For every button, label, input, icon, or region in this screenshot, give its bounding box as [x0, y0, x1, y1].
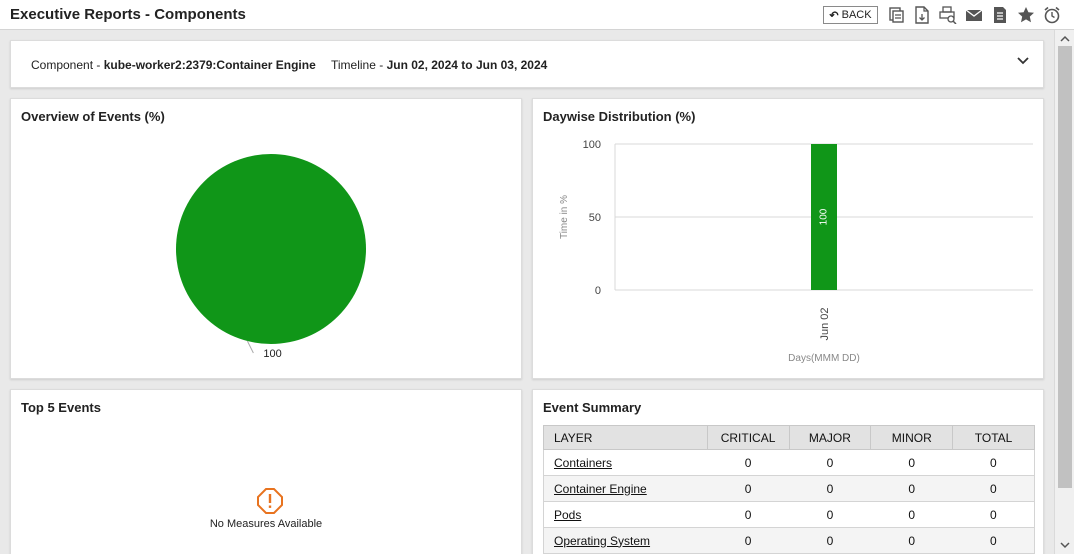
table-row: Operating System 0 0 0 0 [543, 527, 1035, 554]
critical-cell: 0 [707, 449, 789, 476]
minor-cell: 0 [870, 501, 953, 528]
table-header-row: LAYER CRITICAL MAJOR MINOR TOTAL [543, 425, 1035, 450]
x-tick-label: Jun 02 [819, 307, 831, 340]
daywise-bar-chart: 0 50 100 Time in % 100 Jun 02 Days(MMM DD) [559, 139, 1033, 364]
component-label: Component - [31, 58, 104, 72]
daywise-distribution-card: Daywise Distribution (%) 0 50 100 Time in %… [532, 98, 1044, 379]
layer-cell: Container Engine [543, 475, 708, 502]
event-summary-card: Event Summary LAYER CRITICAL MAJOR MINOR… [532, 389, 1044, 554]
major-cell: 0 [789, 527, 871, 554]
timeline-filter: Timeline - Jun 02, 2024 to Jun 03, 2024 [331, 58, 547, 72]
critical-cell: 0 [707, 527, 789, 554]
minor-cell: 0 [870, 527, 953, 554]
alarm-clock-icon[interactable] [1042, 5, 1062, 25]
event-summary-title: Event Summary [543, 400, 642, 415]
timeline-value: Jun 02, 2024 to Jun 03, 2024 [386, 58, 548, 72]
bar-data-label: 100 [819, 208, 830, 225]
no-measures-message: No Measures Available [209, 518, 323, 530]
layer-link-container-engine[interactable]: Container Engine [554, 481, 647, 496]
favorite-star-icon[interactable] [1016, 5, 1036, 25]
scroll-down-icon[interactable] [1060, 540, 1070, 550]
component-value: kube-worker2:2379:Container Engine [103, 58, 316, 72]
y-tick-label: 100 [583, 139, 601, 151]
top-events-title: Top 5 Events [21, 400, 101, 415]
print-preview-icon[interactable] [938, 5, 958, 25]
layer-cell: Pods [543, 501, 708, 528]
chevron-down-icon[interactable] [1015, 53, 1031, 69]
email-icon[interactable] [964, 5, 984, 25]
timeline-label: Timeline - [331, 58, 387, 72]
major-cell: 0 [789, 449, 871, 476]
top-events-card: Top 5 Events No Measures Available [10, 389, 522, 554]
minor-cell: 0 [870, 475, 953, 502]
page-title: Executive Reports - Components [10, 6, 246, 23]
component-filter: Component - kube-worker2:2379:Container … [31, 58, 316, 72]
column-header-major: MAJOR [788, 425, 872, 450]
table-row: Pods 0 0 0 0 [543, 501, 1035, 528]
major-cell: 0 [789, 475, 871, 502]
overview-events-card: Overview of Events (%) 100 [10, 98, 522, 379]
table-row: Container Engine 0 0 0 0 [543, 475, 1035, 502]
bar[interactable] [811, 144, 837, 290]
layer-link-pods[interactable]: Pods [554, 507, 582, 522]
warning-icon [257, 488, 283, 514]
column-header-critical: CRITICAL [706, 425, 790, 450]
y-axis-label: Time in % [559, 195, 570, 239]
layer-cell: Operating System [543, 527, 708, 554]
scrollbar-thumb[interactable] [1058, 46, 1072, 488]
overview-pie-chart: 100 [176, 154, 366, 360]
y-tick-label: 50 [589, 212, 601, 224]
layer-link-containers[interactable]: Containers [554, 455, 613, 470]
major-cell: 0 [789, 501, 871, 528]
pie-data-label: 100 [263, 348, 281, 360]
column-header-minor: MINOR [870, 425, 954, 450]
total-cell: 0 [952, 501, 1035, 528]
total-cell: 0 [952, 449, 1035, 476]
top-bar: Executive Reports - Components ↶ BACK [0, 0, 1074, 30]
table-row: Containers 0 0 0 0 [543, 449, 1035, 476]
critical-cell: 0 [707, 501, 789, 528]
layer-link-operating-system[interactable]: Operating System [554, 533, 651, 548]
overview-events-title: Overview of Events (%) [21, 109, 165, 124]
minor-cell: 0 [870, 449, 953, 476]
back-arrow-icon: ↶ [829, 9, 839, 22]
back-button-label: BACK [841, 9, 872, 21]
column-header-layer: LAYER [543, 425, 708, 450]
vertical-scrollbar[interactable] [1054, 30, 1074, 554]
total-cell: 0 [952, 527, 1035, 554]
pie-slice[interactable] [176, 154, 366, 344]
pie-label-leader-line [246, 340, 254, 354]
copy-report-icon[interactable] [886, 5, 906, 25]
total-cell: 0 [952, 475, 1035, 502]
critical-cell: 0 [707, 475, 789, 502]
document-icon[interactable] [990, 5, 1010, 25]
filter-bar: Component - kube-worker2:2379:Container … [10, 40, 1044, 88]
layer-cell: Containers [543, 449, 708, 476]
pdf-download-icon[interactable] [912, 5, 932, 25]
event-summary-table: LAYER CRITICAL MAJOR MINOR TOTAL Contain… [543, 425, 1035, 554]
daywise-distribution-title: Daywise Distribution (%) [543, 109, 696, 124]
scroll-up-icon[interactable] [1060, 34, 1070, 44]
x-axis-label: Days(MMM DD) [788, 353, 860, 364]
column-header-total: TOTAL [952, 425, 1035, 450]
y-tick-label: 0 [595, 285, 601, 297]
back-button[interactable]: ↶ BACK [823, 6, 878, 24]
